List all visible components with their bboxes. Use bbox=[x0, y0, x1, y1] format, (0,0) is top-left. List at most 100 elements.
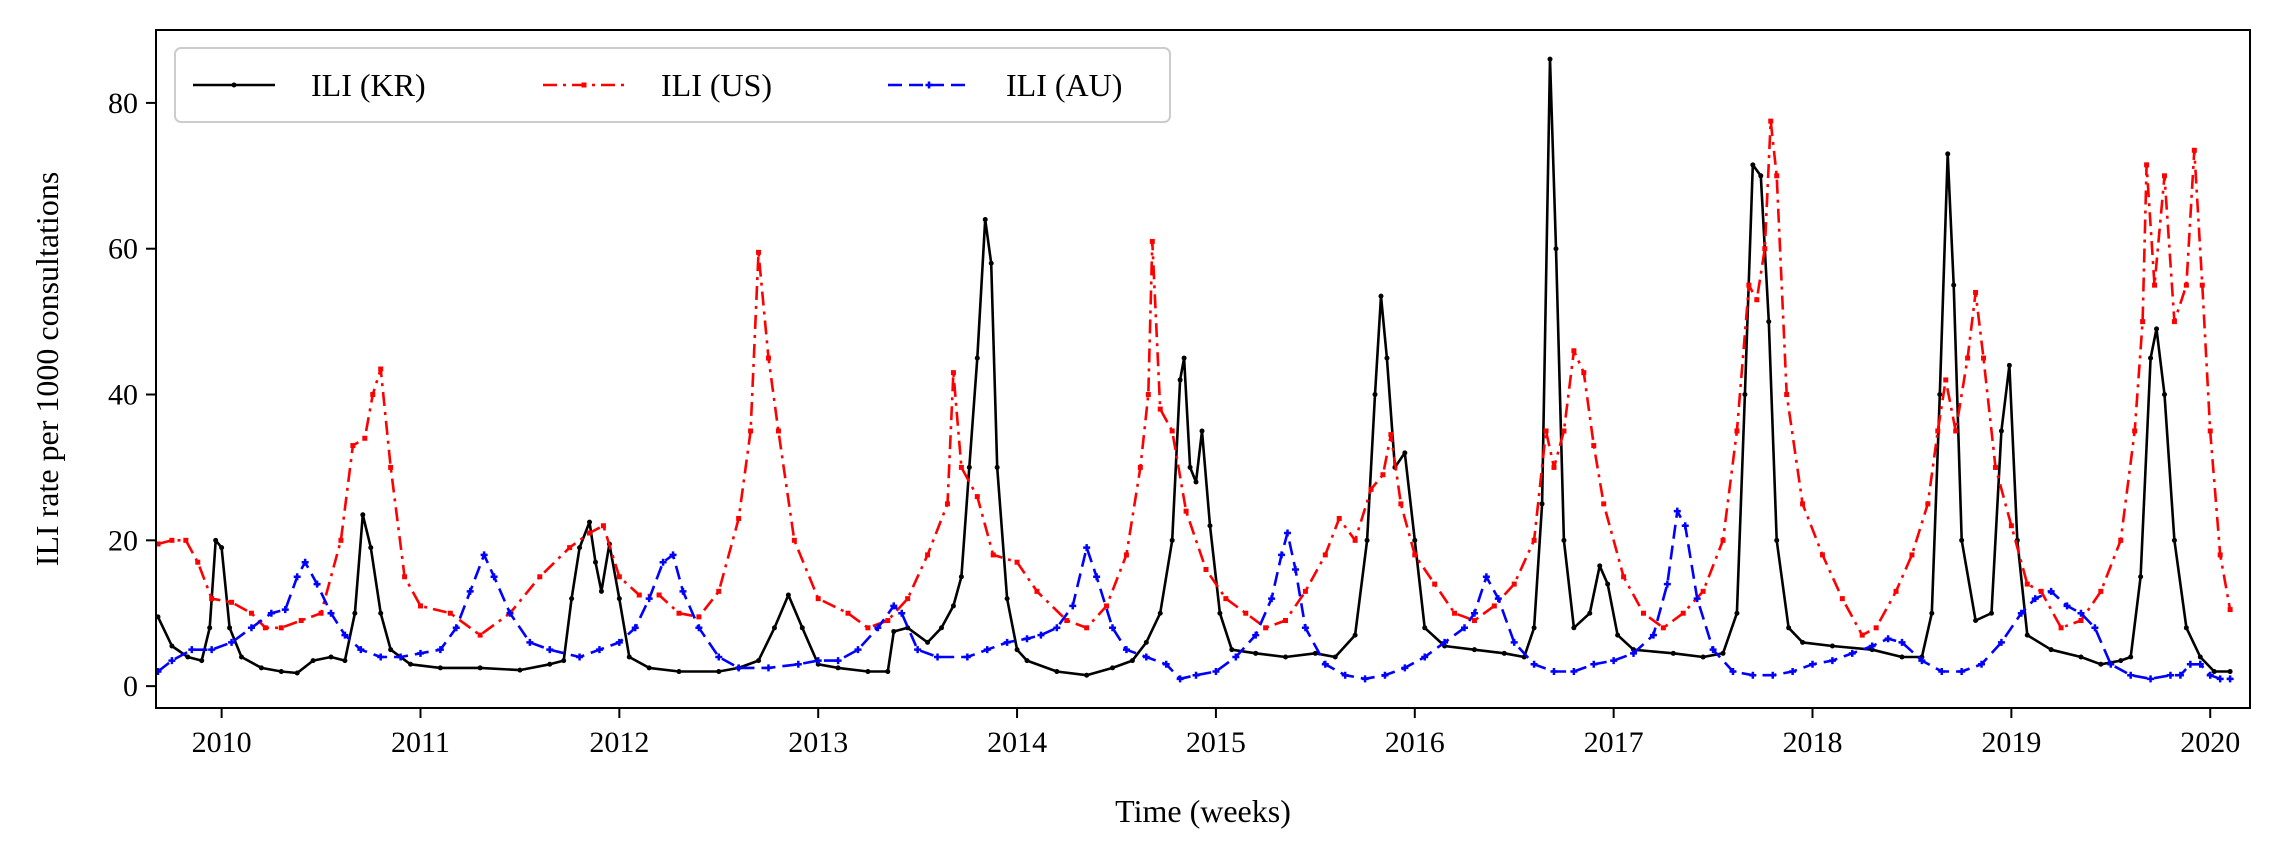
data-point bbox=[1083, 544, 1091, 552]
data-point bbox=[370, 392, 376, 398]
data-point bbox=[490, 573, 498, 581]
data-point bbox=[785, 592, 791, 598]
data-point bbox=[1232, 653, 1240, 661]
data-point bbox=[2063, 602, 2071, 610]
data-point bbox=[775, 428, 781, 434]
data-point bbox=[1229, 647, 1235, 653]
y-axis-label: ILI rate per 1000 consultations bbox=[29, 172, 65, 567]
data-point bbox=[281, 606, 289, 614]
data-point bbox=[2006, 362, 2012, 368]
data-point bbox=[799, 625, 805, 631]
data-point bbox=[1401, 664, 1409, 672]
data-point bbox=[1302, 588, 1308, 594]
data-point bbox=[357, 646, 365, 654]
data-point bbox=[1014, 559, 1020, 565]
data-point bbox=[1253, 650, 1259, 656]
data-point bbox=[1263, 625, 1269, 631]
data-point bbox=[2048, 647, 2054, 653]
data-point bbox=[239, 654, 245, 660]
data-point bbox=[1929, 610, 1935, 616]
data-point bbox=[2217, 552, 2223, 558]
data-point bbox=[1284, 529, 1292, 537]
data-point bbox=[988, 260, 994, 266]
data-point bbox=[156, 541, 161, 547]
data-point bbox=[1938, 668, 1946, 676]
data-point bbox=[656, 592, 662, 598]
data-point bbox=[2186, 660, 2194, 668]
legend-item-0: ILI (KR) bbox=[193, 67, 426, 103]
data-point bbox=[631, 624, 639, 632]
data-point bbox=[1388, 432, 1394, 438]
x-tick-label: 2018 bbox=[1783, 726, 1843, 759]
data-point bbox=[1169, 537, 1175, 543]
data-point bbox=[1762, 246, 1768, 252]
x-tick-label: 2012 bbox=[589, 726, 649, 759]
data-point bbox=[408, 661, 414, 667]
data-point bbox=[466, 587, 474, 595]
data-point bbox=[2024, 581, 2030, 587]
data-point bbox=[477, 632, 483, 638]
data-point bbox=[2024, 632, 2030, 638]
data-point bbox=[1543, 428, 1549, 434]
data-point bbox=[616, 574, 622, 580]
data-point bbox=[477, 665, 483, 671]
data-point bbox=[1570, 668, 1578, 676]
data-point bbox=[1769, 671, 1777, 679]
data-point bbox=[1973, 618, 1979, 624]
data-point bbox=[248, 610, 254, 616]
data-point bbox=[676, 669, 682, 675]
data-point bbox=[526, 638, 534, 646]
data-point bbox=[2138, 574, 2144, 580]
data-point bbox=[1561, 428, 1567, 434]
data-point bbox=[2152, 282, 2158, 288]
data-point bbox=[1352, 537, 1358, 543]
data-point bbox=[716, 588, 722, 594]
data-point bbox=[546, 646, 554, 654]
data-point bbox=[1252, 631, 1260, 639]
data-point bbox=[1774, 173, 1780, 179]
data-point bbox=[1183, 508, 1189, 514]
data-point bbox=[328, 654, 334, 660]
data-point bbox=[1378, 293, 1384, 299]
data-point bbox=[480, 551, 488, 559]
data-point bbox=[756, 658, 762, 664]
data-point bbox=[1720, 650, 1726, 656]
data-point bbox=[645, 595, 653, 603]
data-point bbox=[569, 596, 575, 602]
data-point bbox=[1768, 118, 1774, 124]
data-point bbox=[983, 646, 991, 654]
data-point bbox=[1670, 650, 1676, 656]
data-point bbox=[1630, 649, 1638, 657]
data-point bbox=[925, 552, 931, 558]
data-point bbox=[2148, 355, 2154, 361]
data-point bbox=[1142, 653, 1150, 661]
data-point bbox=[1591, 443, 1597, 449]
data-point bbox=[576, 653, 584, 661]
data-point bbox=[1547, 56, 1553, 62]
data-point bbox=[716, 669, 722, 675]
data-point bbox=[2127, 671, 2135, 679]
data-point bbox=[1937, 392, 1943, 398]
data-point bbox=[756, 249, 762, 255]
data-point bbox=[814, 657, 822, 665]
data-point bbox=[301, 558, 309, 566]
data-point bbox=[914, 646, 922, 654]
data-point bbox=[994, 464, 1000, 470]
data-point bbox=[2038, 588, 2044, 594]
data-point bbox=[397, 653, 405, 661]
data-point bbox=[1873, 625, 1879, 631]
data-point bbox=[679, 587, 687, 595]
x-tick-label: 2020 bbox=[2180, 726, 2240, 759]
data-point bbox=[2207, 428, 2213, 434]
data-point bbox=[974, 494, 980, 500]
data-point bbox=[1884, 635, 1892, 643]
data-point bbox=[1510, 638, 1518, 646]
y-tick-label: 40 bbox=[108, 379, 138, 412]
data-point bbox=[1615, 632, 1621, 638]
data-point bbox=[1372, 392, 1378, 398]
data-point bbox=[1291, 565, 1299, 573]
data-point bbox=[748, 428, 754, 434]
data-point bbox=[183, 537, 189, 543]
data-point bbox=[547, 661, 553, 667]
legend-marker bbox=[231, 82, 237, 88]
